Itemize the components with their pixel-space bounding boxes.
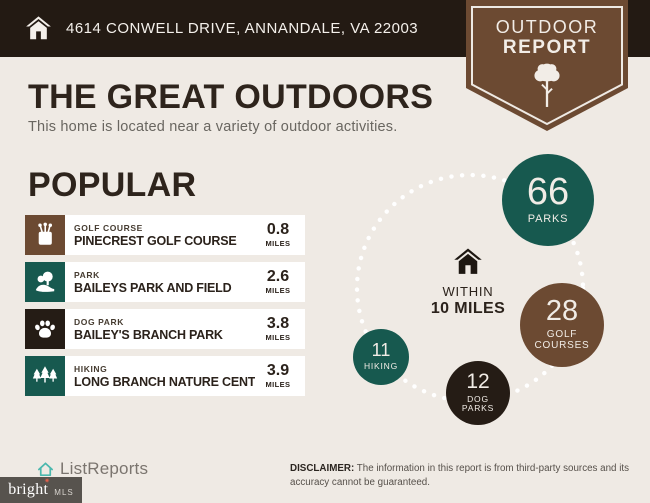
distance: 0.8 MILES — [255, 215, 305, 255]
list-item-golf-course: GOLF COURSE PINECREST GOLF COURSE 0.8 MI… — [25, 215, 305, 255]
stat-value: 12 — [466, 369, 490, 393]
outdoor-report-badge: OUTDOOR REPORT — [466, 0, 628, 132]
radius-label: 10 MILES — [430, 300, 506, 317]
property-address: 4614 CONWELL DRIVE, ANNANDALE, VA 22003 — [66, 20, 419, 37]
pine-trees-icon — [25, 356, 65, 396]
popular-list: GOLF COURSE PINECREST GOLF COURSE 0.8 MI… — [25, 215, 305, 403]
tree-icon — [534, 63, 560, 107]
home-icon — [454, 248, 482, 274]
distance-value: 2.6 — [266, 268, 290, 285]
distance: 3.9 MILES — [255, 356, 305, 396]
list-item-text: DOG PARK BAILEY'S BRANCH PARK — [65, 309, 255, 349]
stat-value: 28 — [545, 295, 579, 328]
place-name: BAILEYS PARK AND FIELD — [74, 280, 232, 295]
stat-label: PARKS — [527, 213, 569, 226]
category-label: HIKING — [74, 363, 108, 374]
list-item-text: PARK BAILEYS PARK AND FIELD — [65, 262, 255, 302]
paw-icon — [25, 309, 65, 349]
list-item-park: PARK BAILEYS PARK AND FIELD 2.6 MILES — [25, 262, 305, 302]
stat-circle-hiking: 11 HIKING — [353, 329, 409, 385]
listreports-wordmark: ListReports — [60, 459, 149, 478]
stat-label: GOLF COURSES — [534, 328, 590, 352]
bright-wordmark: bright ✷ — [8, 477, 51, 498]
disclaimer-text: DISCLAIMER: The information in this repo… — [290, 463, 630, 488]
distance-unit: MILES — [265, 239, 291, 248]
distance-unit: MILES — [265, 380, 291, 389]
stat-circle-golf-courses: 28 GOLF COURSES — [520, 283, 604, 367]
stat-circle-dog-parks: 12 DOG PARKS — [446, 361, 510, 425]
page-subtitle: This home is located near a variety of o… — [28, 119, 398, 135]
page-title: THE GREAT OUTDOORS — [28, 78, 434, 116]
park-icon — [25, 262, 65, 302]
distance: 2.6 MILES — [255, 262, 305, 302]
distance-unit: MILES — [265, 286, 291, 295]
distance: 3.8 MILES — [255, 309, 305, 349]
list-item-text: HIKING LONG BRANCH NATURE CENTER — [65, 356, 255, 396]
stat-label: HIKING — [363, 361, 399, 372]
stat-circle-parks: 66 PARKS — [502, 154, 594, 246]
category-label: GOLF COURSE — [74, 222, 143, 233]
list-item-dog-park: DOG PARK BAILEY'S BRANCH PARK 3.8 MILES — [25, 309, 305, 349]
mls-label: MLS — [54, 487, 74, 497]
within-label: WITHIN — [442, 284, 494, 299]
category-label: DOG PARK — [74, 316, 124, 327]
list-item-hiking: HIKING LONG BRANCH NATURE CENTER 3.9 MIL… — [25, 356, 305, 396]
badge-line1: OUTDOOR — [495, 17, 599, 37]
golf-bag-icon — [25, 215, 65, 255]
listreports-logo: ListReports — [36, 459, 148, 479]
stat-value: 11 — [371, 340, 391, 361]
category-label: PARK — [74, 269, 100, 280]
stat-value: 66 — [526, 171, 570, 214]
place-name: PINECREST GOLF COURSE — [74, 233, 237, 248]
place-name: BAILEY'S BRANCH PARK — [74, 327, 223, 342]
list-item-text: GOLF COURSE PINECREST GOLF COURSE — [65, 215, 255, 255]
distance-unit: MILES — [265, 333, 291, 342]
distance-value: 3.8 — [266, 315, 290, 332]
popular-heading: POPULAR — [28, 166, 197, 204]
distance-value: 3.9 — [266, 362, 290, 379]
badge-line2: REPORT — [502, 37, 592, 58]
house-outline-icon — [37, 461, 54, 476]
radius-center: WITHIN 10 MILES — [398, 247, 538, 318]
bright-mls-logo: bright ✷ MLS — [0, 477, 82, 503]
stat-label: DOG PARKS — [461, 393, 495, 414]
place-name: LONG BRANCH NATURE CENTER — [74, 374, 255, 389]
star-icon: ✷ — [44, 477, 51, 485]
home-icon — [26, 16, 51, 40]
disclaimer-label: DISCLAIMER: — [290, 463, 355, 474]
distance-value: 0.8 — [266, 221, 290, 238]
